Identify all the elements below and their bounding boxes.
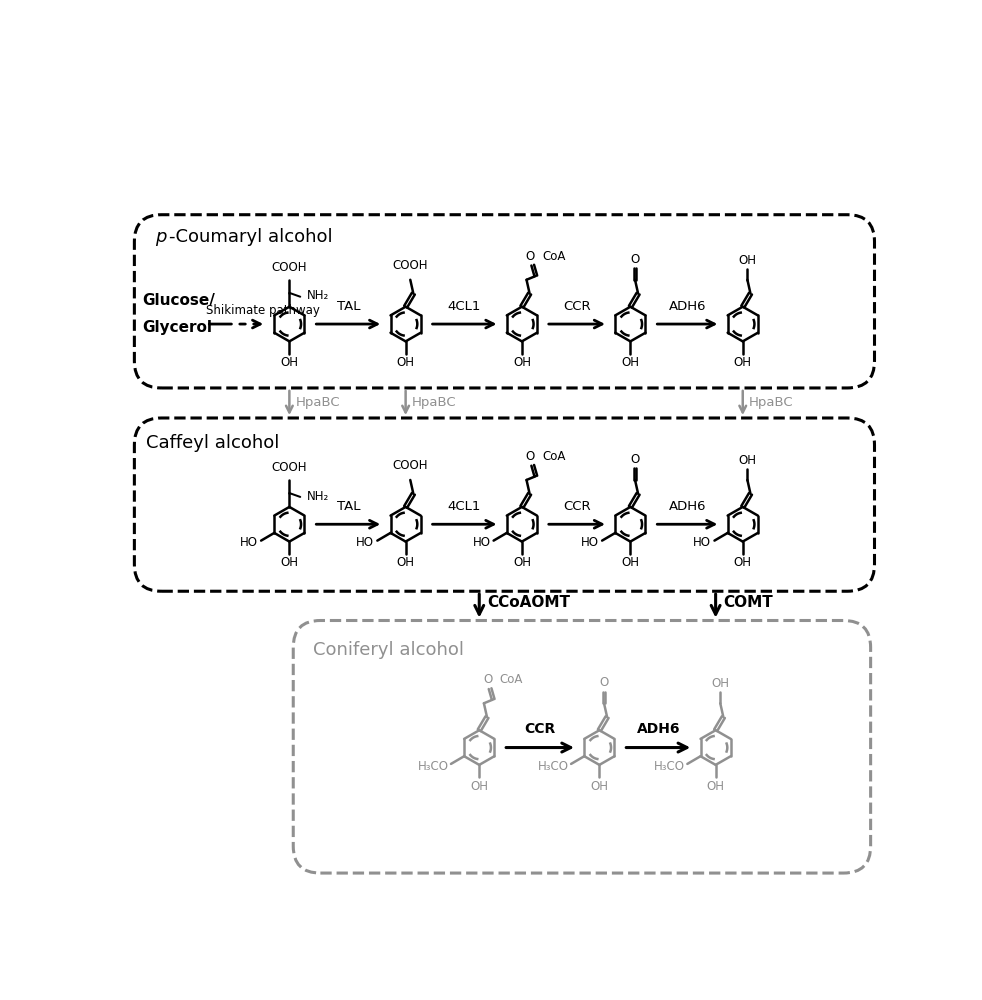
Text: COOH: COOH	[272, 261, 307, 274]
Text: OH: OH	[590, 780, 609, 793]
Text: HpaBC: HpaBC	[411, 396, 457, 409]
Text: TAL: TAL	[337, 500, 360, 513]
Text: 4CL1: 4CL1	[448, 500, 481, 513]
Text: ADH6: ADH6	[636, 722, 680, 736]
Text: p: p	[155, 228, 167, 246]
Text: ADH6: ADH6	[669, 300, 706, 312]
Text: HpaBC: HpaBC	[296, 396, 340, 409]
Text: CCR: CCR	[524, 722, 556, 736]
Text: COMT: COMT	[724, 595, 773, 610]
Text: O: O	[525, 450, 535, 463]
Text: OH: OH	[622, 556, 639, 569]
Text: HpaBC: HpaBC	[749, 396, 793, 409]
Text: OH: OH	[513, 556, 531, 569]
Text: CCoAOMT: CCoAOMT	[487, 595, 570, 610]
Text: COOH: COOH	[393, 459, 428, 472]
Text: H₃CO: H₃CO	[654, 760, 685, 773]
Text: OH: OH	[711, 677, 730, 690]
Text: NH₂: NH₂	[307, 289, 329, 302]
Text: CCR: CCR	[563, 500, 591, 513]
Text: OH: OH	[397, 556, 414, 569]
Text: CCR: CCR	[563, 300, 591, 312]
Text: HO: HO	[693, 536, 711, 549]
Text: Glucose/: Glucose/	[142, 293, 215, 308]
Text: COOH: COOH	[393, 259, 428, 272]
Text: HO: HO	[240, 536, 258, 549]
Text: OH: OH	[281, 556, 299, 569]
Text: ADH6: ADH6	[669, 500, 706, 513]
Text: TAL: TAL	[337, 300, 360, 312]
Text: HO: HO	[356, 536, 374, 549]
Text: HO: HO	[472, 536, 490, 549]
Text: OH: OH	[281, 356, 299, 369]
Text: OH: OH	[738, 454, 756, 467]
Text: O: O	[630, 253, 639, 266]
Text: Glycerol: Glycerol	[142, 320, 212, 335]
Text: O: O	[630, 453, 639, 466]
Text: O: O	[599, 676, 609, 689]
Text: Caffeyl alcohol: Caffeyl alcohol	[146, 434, 279, 452]
Text: OH: OH	[738, 254, 756, 267]
Text: OH: OH	[734, 356, 752, 369]
Text: OH: OH	[622, 356, 639, 369]
Text: O: O	[525, 250, 535, 263]
Text: OH: OH	[734, 556, 752, 569]
Text: COOH: COOH	[272, 461, 307, 474]
Text: OH: OH	[707, 780, 725, 793]
Text: 4CL1: 4CL1	[448, 300, 481, 312]
Text: HO: HO	[581, 536, 599, 549]
Text: O: O	[483, 673, 492, 686]
Text: Coniferyl alcohol: Coniferyl alcohol	[312, 641, 464, 659]
Text: CoA: CoA	[542, 250, 566, 263]
Text: Shikimate pathway: Shikimate pathway	[206, 304, 320, 317]
Text: NH₂: NH₂	[307, 490, 329, 503]
Text: OH: OH	[470, 780, 488, 793]
Text: OH: OH	[397, 356, 414, 369]
Text: H₃CO: H₃CO	[417, 760, 449, 773]
Text: -Coumaryl alcohol: -Coumaryl alcohol	[169, 228, 333, 246]
Text: H₃CO: H₃CO	[538, 760, 569, 773]
Text: CoA: CoA	[542, 450, 566, 463]
Text: CoA: CoA	[500, 673, 522, 686]
Text: OH: OH	[513, 356, 531, 369]
